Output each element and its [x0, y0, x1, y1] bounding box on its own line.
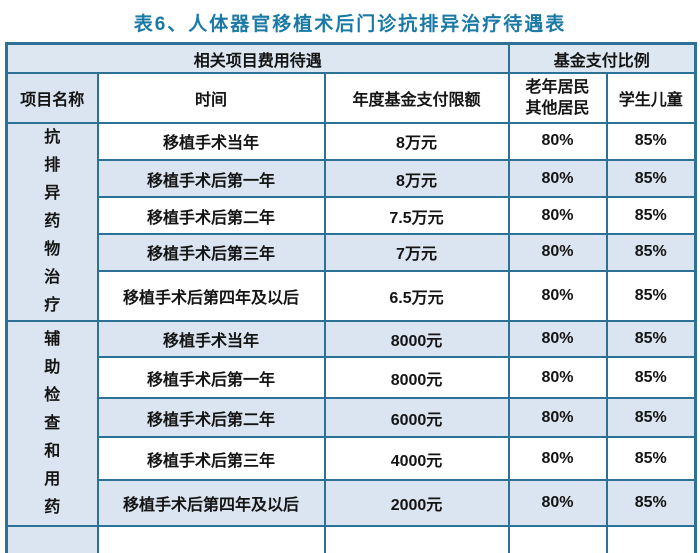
table-title: 表6、人体器官移植术后门诊抗排异治疗待遇表 — [133, 14, 567, 35]
header-elderly-residents: 老年居民 其他居民 — [507, 72, 608, 124]
benefits-table: 相关项目费用待遇 基金支付比例 项目名称 时间 年度基金支付限额 老年居民 其他… — [5, 42, 698, 553]
table-row: 辅 助 检 查 和 用 药 移植手术当年 8000元 80% 85% — [5, 320, 697, 527]
students-ratio-cell: 85% — [605, 479, 697, 527]
time-cell: 移植手术后第二年 — [96, 196, 326, 236]
elderly-ratio-cell: 80% — [507, 436, 608, 481]
elderly-ratio-cell: 80% — [507, 233, 608, 272]
header-group-row: 相关项目费用待遇 基金支付比例 — [5, 42, 697, 74]
limit-cell: 8000元 — [323, 356, 510, 399]
time-cell: 移植手术后第三年 — [96, 233, 326, 272]
time-cell: 移植手术后第四年及以后 — [96, 269, 326, 323]
students-ratio-cell: 85% — [605, 196, 697, 236]
group-label-anti-rejection: 抗 排 异 药 物 治 疗 — [5, 122, 99, 322]
students-ratio-cell: 85% — [605, 320, 697, 358]
group-label-auxiliary-checks: 辅 助 检 查 和 用 药 — [5, 320, 99, 527]
header-students-children: 学生儿童 — [605, 72, 697, 124]
students-ratio-cell: 85% — [605, 397, 697, 438]
elderly-ratio-cell: 80% — [507, 356, 608, 399]
table-row-partial — [5, 525, 697, 553]
table-row: 移植手术后第二年 6000元 80% 85% — [7, 397, 697, 438]
table-row: 移植手术后第三年 7万元 80% 85% — [7, 233, 697, 272]
limit-cell: 4000元 — [323, 436, 510, 481]
elderly-ratio-cell: 80% — [507, 269, 608, 323]
table-row: 移植手术后第四年及以后 6.5万元 80% 85% — [7, 269, 697, 323]
time-cell: 移植手术后第四年及以后 — [96, 479, 326, 527]
students-ratio-cell: 85% — [605, 356, 697, 399]
table-row: 抗 排 异 药 物 治 疗 移植手术当年 8万元 80% 85% — [5, 122, 697, 322]
limit-cell: 7万元 — [323, 233, 510, 272]
table-row: 移植手术后第一年 8万元 80% 85% — [7, 158, 697, 199]
time-cell: 移植手术后第二年 — [96, 397, 326, 438]
elderly-ratio-cell: 80% — [507, 122, 608, 161]
students-ratio-cell: 85% — [605, 269, 697, 323]
partial-cell — [507, 525, 608, 553]
partial-cell — [605, 525, 697, 553]
elderly-ratio-cell: 80% — [507, 479, 608, 527]
table-row: 移植手术后第四年及以后 2000元 80% 85% — [7, 479, 697, 527]
header-project-name: 项目名称 — [5, 72, 99, 124]
elderly-ratio-cell: 80% — [507, 196, 608, 236]
elderly-ratio-cell: 80% — [507, 158, 608, 199]
header-column-row: 项目名称 时间 年度基金支付限额 老年居民 其他居民 学生儿童 — [5, 72, 697, 124]
students-ratio-cell: 85% — [605, 158, 697, 199]
table-row: 移植手术后第三年 4000元 80% 85% — [7, 436, 697, 481]
header-fund-ratio: 基金支付比例 — [507, 42, 697, 74]
time-cell: 移植手术后第一年 — [96, 356, 326, 399]
limit-cell: 7.5万元 — [323, 196, 510, 236]
header-related-fees: 相关项目费用待遇 — [5, 42, 510, 74]
limit-cell: 8万元 — [323, 122, 510, 161]
partial-cell — [323, 525, 510, 553]
students-ratio-cell: 85% — [605, 436, 697, 481]
elderly-ratio-cell: 80% — [507, 397, 608, 438]
table-row: 移植手术后第一年 8000元 80% 85% — [7, 356, 697, 399]
time-cell: 移植手术当年 — [96, 122, 326, 161]
limit-cell: 8000元 — [323, 320, 510, 358]
header-time: 时间 — [96, 72, 326, 124]
students-ratio-cell: 85% — [605, 233, 697, 272]
limit-cell: 2000元 — [323, 479, 510, 527]
header-annual-limit: 年度基金支付限额 — [323, 72, 510, 124]
elderly-ratio-cell: 80% — [507, 320, 608, 358]
limit-cell: 8万元 — [323, 158, 510, 199]
time-cell: 移植手术后第三年 — [96, 436, 326, 481]
students-ratio-cell: 85% — [605, 122, 697, 161]
limit-cell: 6000元 — [323, 397, 510, 438]
partial-cell — [5, 525, 99, 553]
limit-cell: 6.5万元 — [323, 269, 510, 323]
table-row: 移植手术后第二年 7.5万元 80% 85% — [7, 196, 697, 236]
time-cell: 移植手术后第一年 — [96, 158, 326, 199]
time-cell: 移植手术当年 — [96, 320, 326, 358]
partial-cell — [96, 525, 326, 553]
